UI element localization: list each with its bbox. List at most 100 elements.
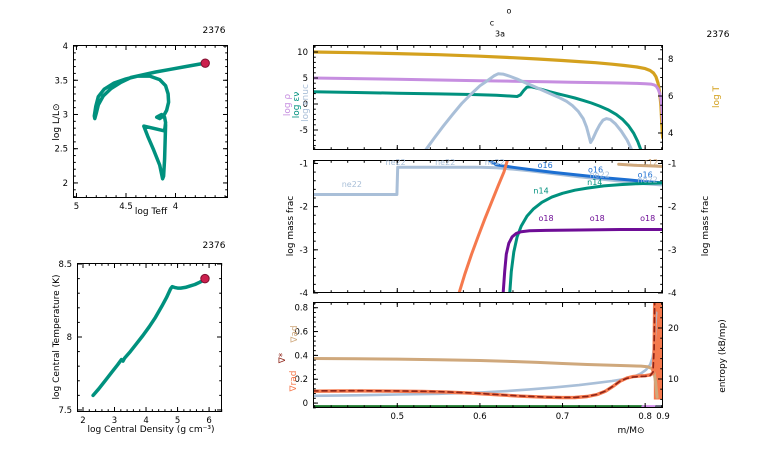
tick-label: 3 xyxy=(112,416,117,426)
grad-rad-axis-label: ∇rad xyxy=(289,370,299,392)
series-label-o18: o18 xyxy=(590,213,605,222)
burn-label-c: c xyxy=(489,18,495,28)
tick-label: 10 xyxy=(668,375,679,385)
trho-x-axis-label: log Central Density (g cm⁻³) xyxy=(87,425,215,435)
tick-label: -3 xyxy=(668,245,676,255)
entropy-axis-label: entropy (kB/mp) xyxy=(718,319,728,393)
tick-label: 20 xyxy=(668,324,679,334)
tick-label: -3 xyxy=(300,245,308,255)
tick-label: 4 xyxy=(62,42,67,52)
series-tc-rhoc-track xyxy=(91,277,207,398)
tick-label: 0.2 xyxy=(294,375,308,385)
series-entropy xyxy=(313,311,658,398)
series-grad-ad xyxy=(313,357,659,399)
grad-ad-axis-label: ∇ad xyxy=(290,325,300,343)
series-ne22 xyxy=(313,165,663,196)
plot-frame xyxy=(77,263,222,412)
series-label-ne22: ne22 xyxy=(638,175,658,184)
tick-label: 5 xyxy=(175,416,180,426)
tick-label: -1 xyxy=(668,159,676,169)
series-label-o16: o16 xyxy=(638,170,653,179)
grad-rad-spike-band xyxy=(653,302,663,400)
grad-star-axis-label: ∇* xyxy=(278,352,288,364)
tick-label: 0.8 xyxy=(294,304,308,314)
mass-x-axis-label: m/M⊙ xyxy=(617,426,645,436)
hr-diagram-plot: 5 4.5 4 2 2.5 3 3.5 4 xyxy=(54,42,228,212)
tick-label: 0 xyxy=(303,399,308,409)
series-label-ne22: ne22 xyxy=(590,170,610,179)
tick-label: 2.5 xyxy=(54,145,68,155)
tick-label: 5 xyxy=(73,202,78,212)
hr-x-axis-label: log Teff xyxy=(134,207,168,217)
series-label-ne22: ne22 xyxy=(485,157,505,166)
series-label-ne22: ne22 xyxy=(342,180,362,189)
tick-label: 4 xyxy=(172,202,177,212)
series-label-o16: o16 xyxy=(588,165,603,174)
tick-label: 0.5 xyxy=(391,412,405,422)
tick-label: 2 xyxy=(62,179,67,189)
tick-label: -4 xyxy=(668,289,676,299)
tick-label: 8.5 xyxy=(58,260,72,270)
model-number-trho: 2376 xyxy=(202,241,226,251)
tick-label: 0.8 xyxy=(638,412,652,422)
series-label-c12: c12 xyxy=(644,157,659,166)
series-label-o18: o18 xyxy=(538,213,553,222)
burn-label-o: o xyxy=(506,6,512,16)
series-evolution-track xyxy=(92,61,207,181)
tick-label: -2 xyxy=(668,202,676,212)
tick-label: 0 xyxy=(303,100,308,110)
series-log-eps-nuc xyxy=(423,72,634,150)
tick-label: 7.5 xyxy=(58,406,72,416)
tick-label: 0.6 xyxy=(473,412,487,422)
series-n14 xyxy=(508,180,663,293)
series-label-n14: n14 xyxy=(587,178,602,187)
plot-frame xyxy=(313,159,663,293)
edge-tick-label: 0.9 xyxy=(656,412,670,422)
mass-frac-left-axis-label: log mass frac xyxy=(286,195,296,257)
central-trho-plot: 2 3 4 5 6 7.5 8 8.5 xyxy=(58,260,223,426)
tick-label: 6 xyxy=(206,416,211,426)
tick-label: 8 xyxy=(67,333,72,343)
trho-y-axis-label: log Central Temperature (K) xyxy=(52,274,62,400)
series-log-rho xyxy=(313,76,663,124)
current-model-dot xyxy=(200,58,210,68)
plot-frame xyxy=(313,45,663,150)
tick-label: 10 xyxy=(297,48,308,58)
burn-label-3a: 3a xyxy=(495,29,505,39)
log-T-axis-label: log T xyxy=(712,85,722,109)
series-label-n14: n14 xyxy=(533,186,548,195)
mass-frac-right-axis-label: log mass frac xyxy=(701,195,711,257)
tick-label: 0.4 xyxy=(294,351,308,361)
tick-label: 4 xyxy=(143,416,148,426)
series-c12 xyxy=(617,162,663,168)
tick-label: 3 xyxy=(62,110,67,120)
tick-label: -4 xyxy=(300,289,308,299)
tick-label: 0.6 xyxy=(294,328,308,338)
series-label-o16: o16 xyxy=(538,160,553,169)
model-number-hr: 2376 xyxy=(202,26,226,36)
plot-frame xyxy=(72,45,228,198)
tick-label: 3.5 xyxy=(54,76,68,86)
series-label-ne22: ne22 xyxy=(386,157,406,166)
structure-profile-plot: 10 5 0 -5 8 6 4 xyxy=(297,45,673,150)
tick-label: 4 xyxy=(668,129,673,139)
current-model-dot xyxy=(200,273,210,284)
tick-label: -5 xyxy=(300,126,308,136)
model-number-right: 2376 xyxy=(706,30,730,40)
tick-label: 4.5 xyxy=(119,202,133,212)
series-grad-star xyxy=(313,302,656,399)
series-o18 xyxy=(501,227,663,293)
log-eps-nuc-axis-label: log εnuc xyxy=(301,84,311,122)
series-label-ne22: ne22 xyxy=(435,157,455,166)
tick-label: 2 xyxy=(80,416,85,426)
series-abundance-orange xyxy=(457,159,510,293)
series-label-o18: o18 xyxy=(640,213,655,222)
gradient-entropy-plot: 0.5 0.6 0.7 0.8 0 0.2 0.4 0.6 0.8 10 20 0.9 xyxy=(294,302,679,422)
tick-label: 5 xyxy=(303,74,308,84)
tick-label: -2 xyxy=(300,202,308,212)
tick-label: 0.7 xyxy=(556,412,570,422)
tick-label: 8 xyxy=(668,55,673,65)
tick-label: 6 xyxy=(668,92,673,102)
